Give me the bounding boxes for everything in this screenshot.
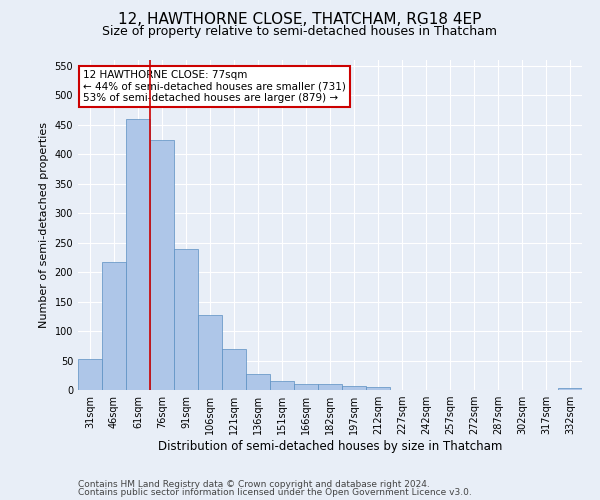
Bar — [558, 388, 582, 390]
Bar — [294, 384, 318, 390]
Text: Contains HM Land Registry data © Crown copyright and database right 2024.: Contains HM Land Registry data © Crown c… — [78, 480, 430, 489]
Bar — [318, 384, 342, 390]
Bar — [198, 314, 222, 390]
Bar — [342, 386, 366, 390]
Bar — [222, 349, 246, 390]
Text: Size of property relative to semi-detached houses in Thatcham: Size of property relative to semi-detach… — [103, 25, 497, 38]
Y-axis label: Number of semi-detached properties: Number of semi-detached properties — [39, 122, 49, 328]
Text: 12, HAWTHORNE CLOSE, THATCHAM, RG18 4EP: 12, HAWTHORNE CLOSE, THATCHAM, RG18 4EP — [118, 12, 482, 28]
Bar — [78, 360, 102, 390]
Bar — [246, 374, 270, 390]
Bar — [102, 262, 126, 390]
X-axis label: Distribution of semi-detached houses by size in Thatcham: Distribution of semi-detached houses by … — [158, 440, 502, 453]
Text: Contains public sector information licensed under the Open Government Licence v3: Contains public sector information licen… — [78, 488, 472, 497]
Bar — [126, 119, 150, 390]
Bar — [270, 381, 294, 390]
Text: 12 HAWTHORNE CLOSE: 77sqm
← 44% of semi-detached houses are smaller (731)
53% of: 12 HAWTHORNE CLOSE: 77sqm ← 44% of semi-… — [83, 70, 346, 103]
Bar — [150, 140, 174, 390]
Bar — [366, 387, 390, 390]
Bar — [174, 248, 198, 390]
